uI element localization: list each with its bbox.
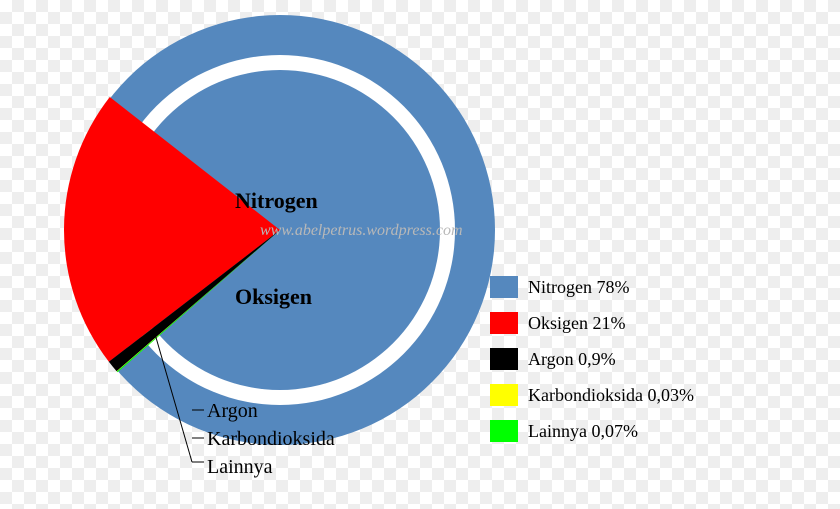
legend-swatch bbox=[490, 420, 518, 442]
legend-label: Nitrogen 78% bbox=[528, 277, 629, 298]
legend-swatch bbox=[490, 384, 518, 406]
legend-item: Argon 0,9% bbox=[490, 348, 694, 370]
legend-label: Argon 0,9% bbox=[528, 349, 616, 370]
legend: Nitrogen 78% Oksigen 21% Argon 0,9% Karbond… bbox=[490, 276, 694, 456]
chart-stage: www.abelpetrus.wordpress.com Nitrogen Ok… bbox=[0, 0, 840, 509]
legend-item: Oksigen 21% bbox=[490, 312, 694, 334]
legend-swatch bbox=[490, 312, 518, 334]
legend-label: Oksigen 21% bbox=[528, 313, 626, 334]
legend-label: Karbondioksida 0,03% bbox=[528, 385, 694, 406]
callout-label-argon: Argon bbox=[207, 400, 258, 423]
slice-label-nitrogen: Nitrogen bbox=[235, 188, 318, 214]
callout-label-lainnya: Lainnya bbox=[207, 456, 273, 479]
legend-swatch bbox=[490, 348, 518, 370]
legend-item: Nitrogen 78% bbox=[490, 276, 694, 298]
watermark-text: www.abelpetrus.wordpress.com bbox=[260, 222, 463, 240]
legend-item: Lainnya 0,07% bbox=[490, 420, 694, 442]
legend-label: Lainnya 0,07% bbox=[528, 421, 638, 442]
callout-label-karbondioksida: Karbondioksida bbox=[207, 428, 335, 451]
slice-label-oksigen: Oksigen bbox=[235, 284, 312, 310]
legend-swatch bbox=[490, 276, 518, 298]
legend-item: Karbondioksida 0,03% bbox=[490, 384, 694, 406]
pie-chart-svg bbox=[0, 0, 840, 509]
